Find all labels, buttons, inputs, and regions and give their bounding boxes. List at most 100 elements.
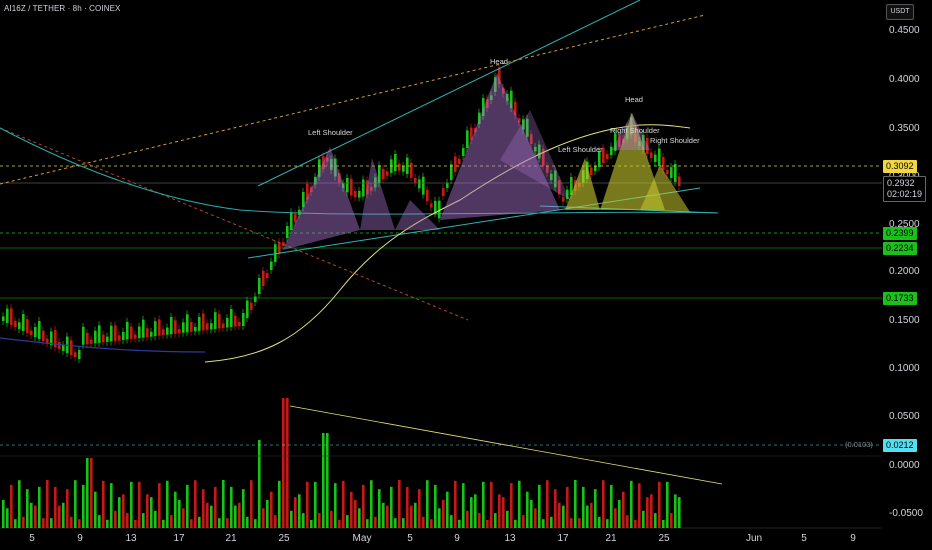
candle-body (210, 323, 213, 330)
volume-bar (226, 518, 229, 528)
volume-bar (650, 494, 653, 528)
volume-bar (202, 489, 205, 528)
volume-bar (626, 515, 629, 528)
volume-bar (314, 481, 317, 528)
candle-body (654, 154, 657, 162)
volume-bar (134, 520, 137, 528)
candle-body (546, 166, 549, 173)
volume-bar (638, 483, 641, 528)
volume-bar (138, 481, 141, 528)
candle-body (614, 133, 617, 151)
currency-button[interactable]: USDT (886, 4, 914, 20)
candle-body (650, 152, 653, 158)
candle-body (230, 309, 233, 327)
candle-body (490, 95, 493, 100)
volume-bar (438, 508, 441, 528)
volume-bar (646, 497, 649, 528)
current-price-value: 0.2932 (887, 178, 915, 188)
candle-body (326, 157, 329, 162)
candle-body (354, 191, 357, 198)
candle-body (646, 137, 649, 154)
price-axis-label: 0.1000 (889, 363, 920, 374)
candle-body (454, 156, 457, 172)
volume-bar (418, 489, 421, 528)
volume-bar (346, 515, 349, 528)
candle-body (202, 313, 205, 331)
volume-bar (478, 513, 481, 528)
candle-body (566, 189, 569, 199)
resistance-price-tag: 0.3092 (883, 160, 917, 173)
candle-body (530, 134, 533, 144)
time-axis-label: 21 (605, 533, 617, 544)
volume-bar (426, 480, 429, 528)
candle-body (642, 134, 645, 150)
volume-bar (394, 518, 397, 528)
candle-body (242, 313, 245, 326)
volume-bar (470, 497, 473, 528)
support-tag-1: 0.2399 (883, 227, 917, 240)
volume-bar (82, 484, 85, 528)
volume-bar (238, 502, 241, 528)
volume-bar (378, 489, 381, 528)
volume-bar (146, 494, 149, 528)
candle-body (526, 118, 529, 137)
candle-body (294, 214, 297, 223)
volume-bar (150, 497, 153, 528)
candle-body (382, 168, 385, 180)
volume-bar (326, 433, 329, 528)
candle-body (186, 314, 189, 333)
candle-body (590, 167, 593, 175)
volume-bar (254, 519, 257, 528)
candle-body (54, 329, 57, 347)
candle-body (414, 177, 417, 183)
time-axis-label: 25 (658, 533, 670, 544)
candle-body (602, 147, 605, 163)
support-tag-3: 0.1733 (883, 292, 917, 305)
volume-bar (294, 497, 297, 528)
volume-bar (614, 508, 617, 528)
volume-bar (538, 484, 541, 528)
volume-bar (466, 510, 469, 528)
volume-bar (518, 480, 521, 528)
left-shoulder-label-1: Left Shoulder (308, 128, 353, 137)
volume-bar (42, 518, 45, 528)
candle-body (606, 154, 609, 159)
volume-bar (666, 481, 669, 528)
volume-bar (118, 497, 121, 528)
candle-body (662, 157, 665, 170)
candle-body (78, 350, 81, 359)
volume-bar (102, 480, 105, 528)
volume-bar (406, 486, 409, 528)
candle-body (302, 191, 305, 208)
time-axis-label: 13 (504, 533, 516, 544)
candle-body (206, 323, 209, 330)
indicator-value-tag: 0.0212 (883, 439, 917, 452)
volume-bar (126, 513, 129, 528)
candle-body (62, 345, 65, 351)
candle-body (450, 164, 453, 180)
volume-bar (2, 500, 5, 528)
blue-ma (0, 337, 206, 353)
candle-body (178, 329, 181, 334)
candle-body (498, 67, 501, 84)
volume-bar (14, 519, 17, 528)
volume-bar (670, 513, 673, 528)
volume-bar (70, 516, 73, 528)
volume-bar (390, 486, 393, 528)
volume-bar (162, 519, 165, 528)
price-axis-label: 0.3500 (889, 123, 920, 134)
candle-body (110, 325, 113, 342)
candle-body (270, 261, 273, 270)
volume-bar (410, 505, 413, 528)
right-shoulder-shape-2 (640, 165, 690, 212)
time-axis[interactable]: 5 9 13 17 21 25 May 5 9 13 17 21 25 Jun 5 9 (29, 533, 856, 544)
candle-body (94, 330, 97, 344)
time-axis-label: 17 (173, 533, 185, 544)
candle-body (418, 179, 421, 189)
candle-body (422, 176, 425, 195)
candle-body (510, 90, 513, 108)
volume-bar (194, 480, 197, 528)
volume-bar (278, 480, 281, 528)
time-axis-label: 9 (850, 533, 856, 544)
